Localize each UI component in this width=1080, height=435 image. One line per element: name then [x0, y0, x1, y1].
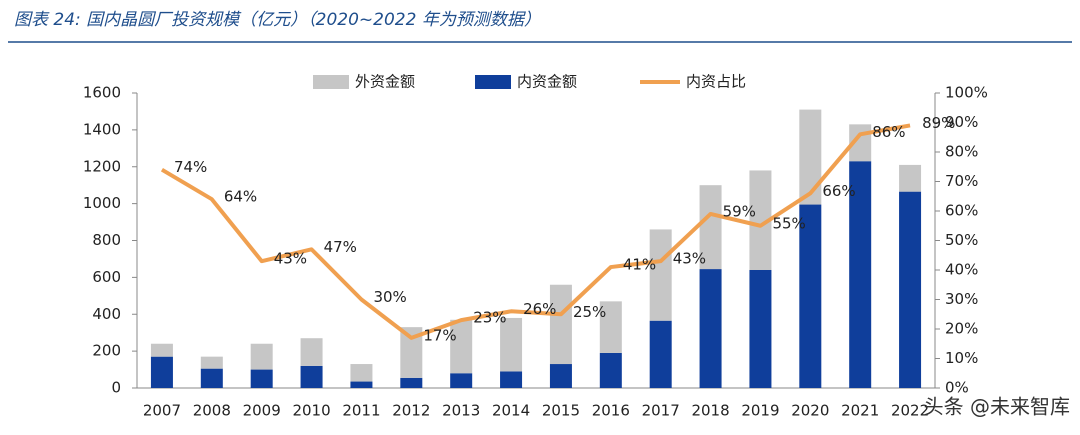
y-tick-label: 1000 — [83, 194, 121, 212]
x-tick-label: 2012 — [392, 402, 430, 420]
y2-tick-label: 20% — [945, 320, 978, 338]
y2-tick-label: 50% — [945, 231, 978, 249]
bar — [799, 109, 822, 205]
bar — [899, 191, 922, 388]
y-tick-label: 1400 — [83, 120, 121, 138]
x-tick-label: 2013 — [442, 402, 480, 420]
bar — [649, 320, 672, 388]
bar — [699, 185, 722, 270]
bar — [200, 368, 223, 388]
y-tick-label: 400 — [92, 305, 121, 323]
bar — [549, 364, 572, 388]
x-tick-label: 2020 — [791, 402, 829, 420]
x-tick-label: 2022 — [891, 402, 929, 420]
bar — [500, 371, 523, 388]
y2-tick-label: 30% — [945, 290, 978, 308]
y-tick-label: 200 — [92, 342, 121, 360]
bar — [250, 343, 273, 370]
bar — [649, 229, 672, 321]
data-label: 23% — [473, 309, 506, 327]
x-tick-label: 2007 — [143, 402, 181, 420]
data-label: 30% — [373, 288, 406, 306]
x-tick-label: 2018 — [691, 402, 729, 420]
y-tick-label: 1600 — [83, 84, 121, 102]
bar — [699, 269, 722, 388]
bar — [200, 356, 223, 369]
legend-label: 内资占比 — [686, 73, 746, 91]
bar — [450, 319, 473, 374]
y2-tick-label: 70% — [945, 172, 978, 190]
data-label: 17% — [423, 326, 456, 344]
bar — [799, 204, 822, 388]
bar — [849, 161, 872, 388]
data-label: 26% — [523, 300, 556, 318]
data-label: 25% — [573, 303, 606, 321]
y-tick-label: 800 — [92, 231, 121, 249]
y2-tick-label: 10% — [945, 349, 978, 367]
bar — [549, 284, 572, 365]
y2-tick-label: 40% — [945, 261, 978, 279]
y-tick-label: 600 — [92, 268, 121, 286]
y2-tick-label: 60% — [945, 202, 978, 220]
y-tick-label: 1200 — [83, 157, 121, 175]
bar — [899, 164, 922, 192]
data-label: 66% — [822, 182, 855, 200]
bar — [350, 381, 373, 388]
bar — [350, 364, 373, 382]
bar — [400, 327, 423, 378]
data-label: 47% — [324, 238, 357, 256]
bar — [599, 352, 622, 388]
legend-label: 外资金额 — [355, 73, 415, 91]
bar — [599, 301, 622, 353]
x-tick-label: 2016 — [592, 402, 630, 420]
x-tick-label: 2011 — [342, 402, 380, 420]
watermark: 头条 @未来智库 — [924, 395, 1070, 419]
data-label: 74% — [174, 158, 207, 176]
bar — [150, 343, 173, 357]
x-tick-label: 2010 — [292, 402, 330, 420]
bar — [450, 373, 473, 388]
legend-label: 内资金额 — [517, 73, 577, 91]
x-tick-label: 2014 — [492, 402, 530, 420]
x-tick-label: 2008 — [193, 402, 231, 420]
y-tick-label: 0 — [111, 379, 121, 397]
data-label: 55% — [772, 214, 805, 232]
y2-tick-label: 0% — [945, 379, 969, 397]
x-tick-label: 2015 — [542, 402, 580, 420]
x-tick-label: 2009 — [243, 402, 281, 420]
data-label: 64% — [224, 188, 257, 206]
y2-tick-label: 80% — [945, 143, 978, 161]
data-label: 43% — [274, 250, 307, 268]
chart-title: 图表 24: 国内晶圆厂投资规模（亿元）（2020~2022 年为预测数据） — [14, 10, 541, 30]
data-label: 43% — [673, 250, 706, 268]
bar — [300, 338, 323, 366]
y2-tick-label: 100% — [945, 84, 988, 102]
data-label: 41% — [623, 256, 656, 274]
x-tick-label: 2019 — [741, 402, 779, 420]
bar — [400, 377, 423, 388]
x-tick-label: 2021 — [841, 402, 879, 420]
data-label: 86% — [872, 123, 905, 141]
data-label: 59% — [723, 202, 756, 220]
bar — [749, 170, 772, 270]
bar — [150, 356, 173, 388]
line — [160, 123, 911, 340]
x-tick-label: 2017 — [642, 402, 680, 420]
bar — [300, 365, 323, 388]
legend-swatch — [475, 75, 511, 89]
y2-tick-label: 90% — [945, 113, 978, 131]
bar — [500, 317, 523, 372]
bar — [749, 270, 772, 388]
data-label: 89% — [922, 114, 955, 132]
legend-swatch — [313, 75, 349, 89]
bar — [250, 369, 273, 388]
